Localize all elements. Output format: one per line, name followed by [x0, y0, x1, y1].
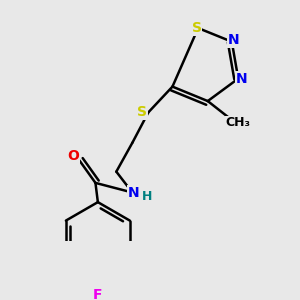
Text: F: F	[93, 288, 103, 300]
Text: N: N	[236, 72, 247, 86]
Text: O: O	[67, 149, 79, 164]
Text: CH₃: CH₃	[226, 116, 251, 129]
Text: S: S	[137, 105, 147, 119]
Text: S: S	[191, 21, 202, 35]
Text: H: H	[142, 190, 152, 203]
Text: N: N	[128, 185, 140, 200]
Text: N: N	[228, 33, 239, 47]
